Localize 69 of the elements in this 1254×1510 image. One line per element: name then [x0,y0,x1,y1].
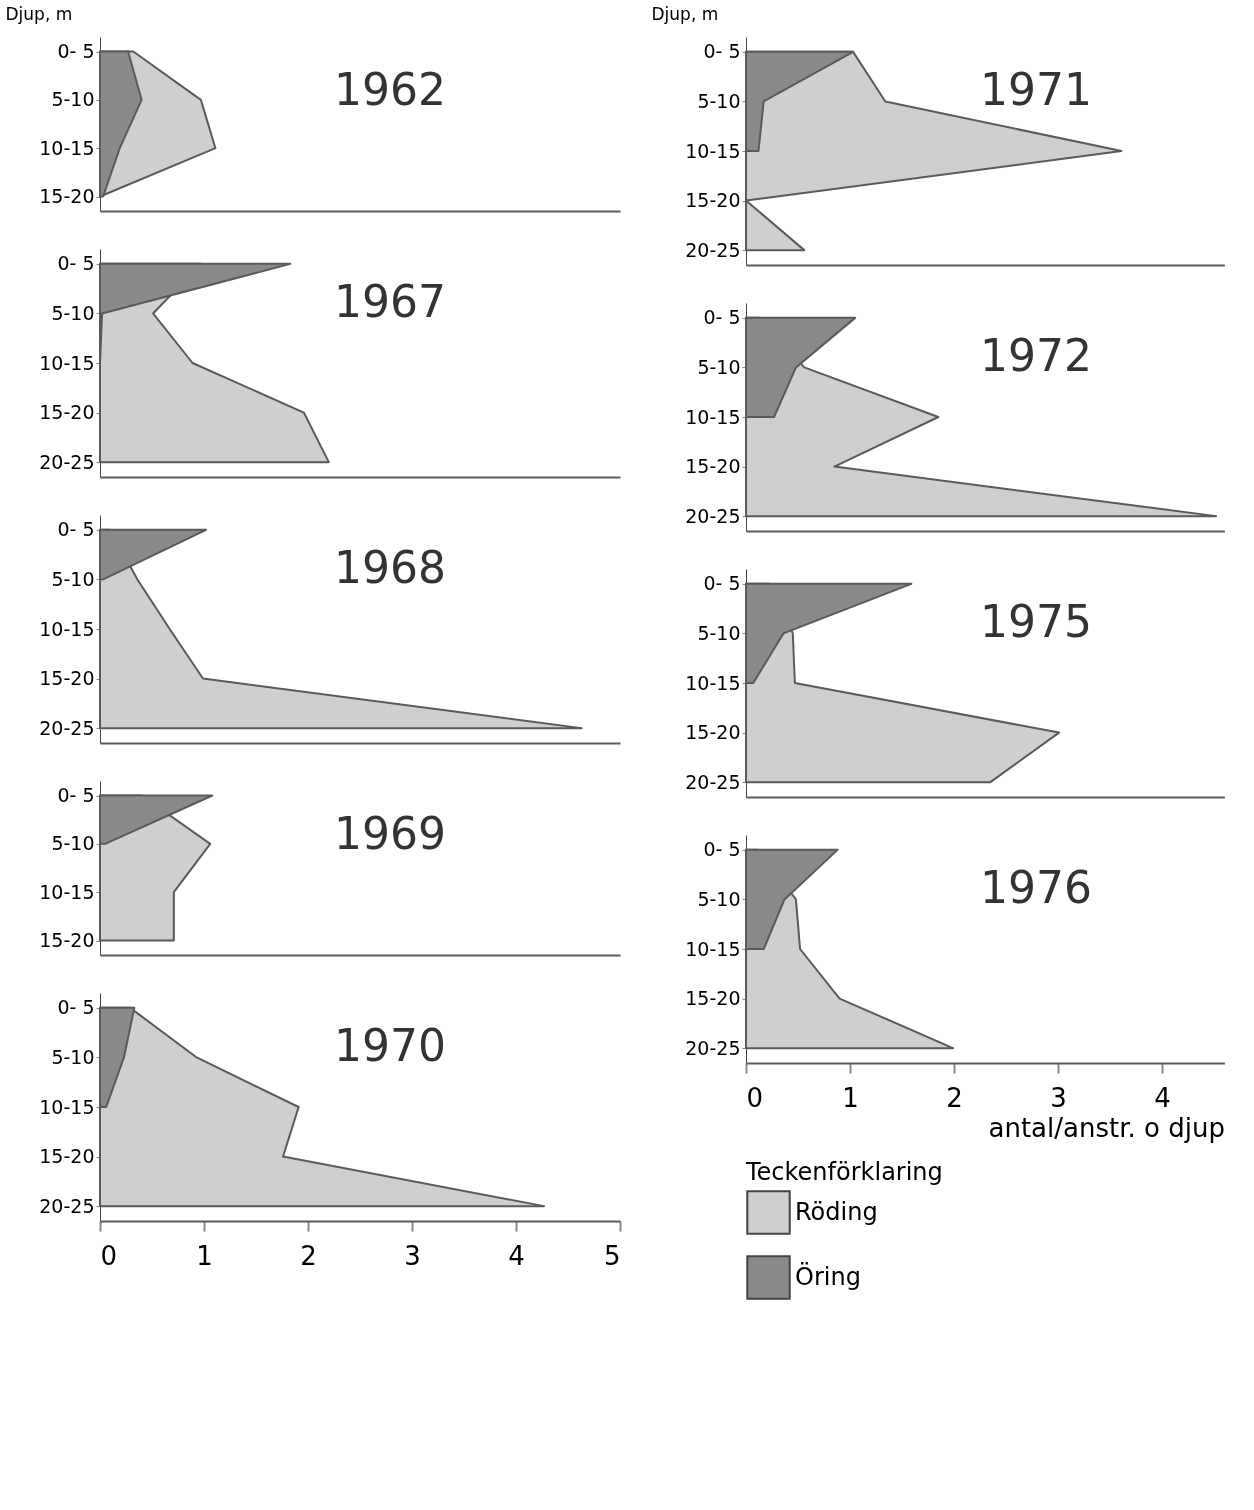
y-tick-label: 10-15 [39,351,95,374]
legend-title: Teckenförklaring [745,1158,943,1186]
y-tick-label: 5-10 [697,887,741,910]
y-tick-label: 0- 5 [703,838,741,861]
y-tick-label: 15-20 [685,721,741,744]
y-tick-label: 20-25 [39,450,95,473]
y-axis-title: Djup, m [651,3,719,24]
y-tick-label: 10-15 [685,405,741,428]
y-tick-label: 10-15 [39,1095,95,1118]
x-tick-label: 1 [842,1082,859,1113]
text: 1972 [980,330,1092,381]
x-tick-label: 0 [746,1082,764,1113]
y-tick-label: 20-25 [39,1194,95,1217]
y-tick-label: 15-20 [39,1145,95,1168]
x-tick-label: 3 [404,1240,421,1271]
y-tick-label: 0- 5 [57,40,95,62]
y-tick-label: 15-20 [685,189,741,212]
x-tick-label: 1 [196,1240,213,1271]
text: 1971 [980,64,1092,115]
y-tick-label: 0- 5 [57,996,95,1019]
y-tick-label: 0- 5 [57,784,95,806]
x-tick-label: 2 [300,1240,317,1271]
y-tick-label: 0- 5 [703,40,741,63]
y-tick-label: 10-15 [685,937,741,960]
y-tick-label: 10-15 [685,671,741,694]
text: 1968 [334,542,446,593]
y-axis-title: Djup, m [5,3,73,24]
text: 1970 [334,1020,446,1071]
x-tick-label: 4 [1154,1082,1171,1113]
y-tick-label: 5-10 [51,832,95,855]
y-tick-label: 20-25 [685,504,741,527]
y-tick-label: 20-25 [685,770,741,793]
x-tick-label: 5 [603,1240,621,1271]
y-tick-label: 15-20 [685,987,741,1010]
y-tick-label: 5-10 [51,88,95,111]
y-tick-label: 0- 5 [57,252,95,275]
x-tick-label: 4 [508,1240,525,1271]
y-tick-label: 10-15 [39,136,95,159]
text: 1976 [980,862,1092,913]
y-tick-label: 15-20 [685,455,741,478]
x-tick-label: 3 [1050,1082,1067,1113]
y-tick-label: 5-10 [51,301,95,324]
y-tick-label: 20-25 [685,1036,741,1059]
legend-label: Öring [795,1261,861,1291]
x-tick-label: 0 [100,1240,118,1271]
x-axis-title: antal/anstr. o djup [988,1112,1225,1143]
y-tick-label: 15-20 [39,401,95,424]
y-tick-label: 20-25 [685,238,741,261]
text: 1962 [334,64,446,115]
y-tick-label: 15-20 [39,185,95,207]
y-tick-label: 15-20 [39,667,95,690]
y-tick-label: 5-10 [697,355,741,378]
y-tick-label: 20-25 [39,716,95,739]
y-tick-label: 10-15 [39,880,95,903]
x-tick-label: 2 [946,1082,963,1113]
y-tick-label: 15-20 [39,929,95,951]
y-tick-label: 0- 5 [703,306,741,329]
text: 1969 [334,808,446,859]
y-tick-label: 0- 5 [57,518,95,541]
y-tick-label: 10-15 [39,617,95,640]
y-tick-label: 5-10 [51,567,95,590]
text: 1967 [334,276,446,327]
text: 1975 [980,596,1092,647]
legend-label: Röding [795,1197,878,1226]
y-tick-label: 10-15 [685,139,741,162]
y-tick-label: 5-10 [51,1045,95,1068]
y-tick-label: 5-10 [697,89,741,112]
y-tick-label: 0- 5 [703,572,741,595]
y-tick-label: 5-10 [697,621,741,644]
